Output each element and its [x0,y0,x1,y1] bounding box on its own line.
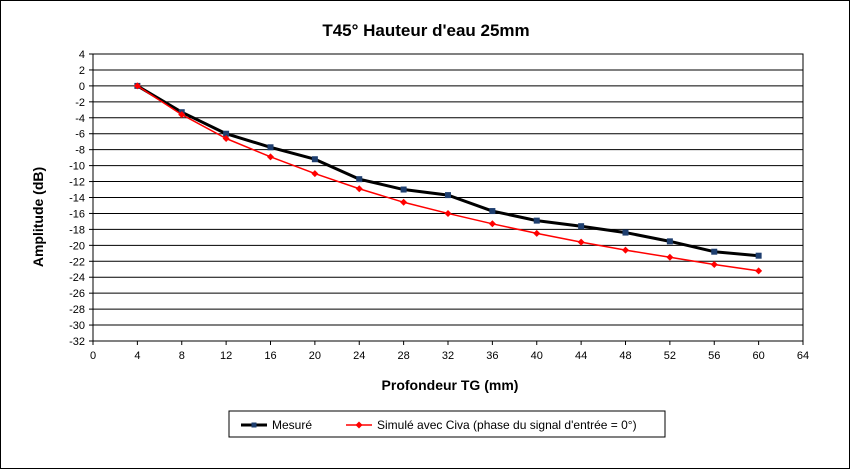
y-tick-label: 2 [79,65,85,77]
x-tick-label: 56 [708,350,720,362]
x-axis-label: Profondeur TG (mm) [382,377,519,393]
y-tick-label: -22 [69,256,85,268]
data-point [444,209,452,217]
series-layer [133,82,763,275]
y-tick-label: -4 [75,113,85,125]
y-axis-ticks: 4 2 0 -2 -4 -6 -8 -10 -12 -14 -16 -18 -20 -22 -24 -26 -2… [69,49,93,348]
legend-box [228,410,666,438]
data-point [178,111,186,119]
y-tick-label: -2 [75,97,85,109]
data-point [267,144,274,151]
y-tick-label: -10 [69,161,85,173]
data-point [400,198,408,206]
y-tick-label: -32 [69,336,85,348]
data-point [400,186,407,193]
y-tick-label: -30 [69,320,85,332]
y-tick-label: 0 [79,81,85,93]
x-tick-label: 12 [220,350,232,362]
data-point [533,217,540,224]
data-point [311,156,318,163]
x-tick-label: 0 [90,350,96,362]
y-tick-label: -24 [69,272,85,284]
x-tick-label: 28 [398,350,410,362]
y-tick-label: -26 [69,288,85,300]
data-point [222,135,230,143]
legend-label: Simulé avec Civa (phase du signal d'entr… [377,418,637,432]
x-tick-label: 44 [575,350,587,362]
y-axis-label: Amplitude (dB) [30,167,46,267]
y-tick-label: -12 [69,177,85,189]
x-tick-label: 48 [619,350,631,362]
x-tick-label: 32 [442,350,454,362]
data-point [755,267,763,275]
data-point [355,185,363,193]
x-tick-label: 52 [664,350,676,362]
y-tick-label: -8 [75,145,85,157]
x-axis-ticks: 0 4 8 12 16 20 24 28 32 36 40 44 48 52 56 60 64 [90,341,809,362]
data-point [311,170,319,178]
data-point [445,192,451,199]
chart-title: T45° Hauteur d'eau 25mm [322,21,529,40]
data-point [577,238,585,246]
data-point [710,260,718,268]
data-point [133,82,141,90]
x-tick-label: 60 [753,350,765,362]
data-point [488,220,496,228]
data-point [622,229,629,236]
x-tick-label: 36 [486,350,498,362]
legend: Mesuré Simulé avec Civa (phase du signal … [228,410,666,438]
y-tick-label: -14 [69,193,85,205]
legend-marker [251,422,257,428]
data-point [755,252,762,259]
y-tick-label: -28 [69,304,85,316]
x-tick-label: 8 [179,350,185,362]
data-point [489,208,496,215]
y-tick-label: -6 [75,129,85,141]
data-point [533,229,541,237]
y-tick-label: -18 [69,224,85,236]
y-tick-label: -16 [69,208,85,220]
x-tick-label: 40 [531,350,543,362]
data-point [666,253,674,261]
legend-marker [355,421,363,429]
x-tick-label: 20 [309,350,321,362]
legend-items: Mesuré Simulé avec Civa (phase du signal … [241,418,637,432]
data-point [666,238,673,245]
legend-label: Mesuré [272,418,312,432]
data-point [578,223,585,230]
data-point [711,248,718,255]
data-point [356,176,363,183]
data-point [622,246,629,254]
x-tick-label: 4 [134,350,140,362]
x-tick-label: 64 [797,350,809,362]
x-tick-label: 16 [264,350,276,362]
y-tick-label: -20 [69,240,85,252]
y-tick-label: 4 [79,49,85,61]
x-tick-label: 24 [353,350,365,362]
data-point [267,153,274,161]
